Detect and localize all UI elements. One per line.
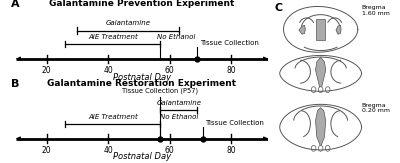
Bar: [316, 19, 325, 40]
Text: Bregma
0.20 mm: Bregma 0.20 mm: [362, 103, 390, 113]
Text: Galantamine Prevention Experiment: Galantamine Prevention Experiment: [49, 0, 235, 8]
Polygon shape: [316, 108, 326, 147]
Text: Galantamine: Galantamine: [156, 100, 201, 106]
Text: Tissue Collection: Tissue Collection: [200, 40, 259, 46]
Text: Postnatal Day: Postnatal Day: [113, 73, 171, 82]
Text: A: A: [11, 0, 20, 9]
Text: Postnatal Day: Postnatal Day: [113, 152, 171, 161]
Text: Bregma
1.60 mm: Bregma 1.60 mm: [362, 5, 390, 16]
Circle shape: [325, 87, 330, 93]
Text: Tissue Collection: Tissue Collection: [205, 120, 264, 126]
Polygon shape: [299, 25, 305, 34]
Text: AIE Treatment: AIE Treatment: [88, 114, 138, 120]
Circle shape: [311, 145, 316, 151]
Text: Tissue Collection (P57): Tissue Collection (P57): [122, 88, 198, 94]
Circle shape: [325, 145, 330, 151]
Text: 20: 20: [42, 146, 52, 155]
Text: B: B: [11, 79, 19, 89]
Circle shape: [318, 145, 323, 151]
Text: 80: 80: [226, 66, 236, 75]
Text: C: C: [274, 3, 283, 13]
Circle shape: [318, 87, 323, 93]
Text: 60: 60: [165, 66, 174, 75]
Circle shape: [311, 87, 316, 93]
Polygon shape: [336, 25, 341, 34]
Text: 20: 20: [42, 66, 52, 75]
Text: Galantamine Restoration Experiment: Galantamine Restoration Experiment: [48, 79, 236, 88]
Text: 40: 40: [103, 66, 113, 75]
Text: No Ethanol: No Ethanol: [157, 34, 195, 40]
Text: No Ethanol: No Ethanol: [160, 114, 198, 120]
Text: AIE Treatment: AIE Treatment: [88, 34, 138, 40]
Text: 60: 60: [165, 146, 174, 155]
Text: 80: 80: [226, 146, 236, 155]
Text: Galantamine: Galantamine: [106, 20, 151, 26]
Text: 40: 40: [103, 146, 113, 155]
Polygon shape: [316, 57, 326, 91]
